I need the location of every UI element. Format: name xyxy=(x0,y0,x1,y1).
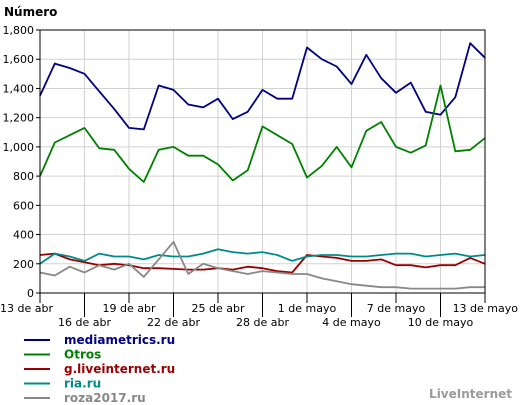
x-tick-label: 7 de mayo xyxy=(367,302,426,315)
series-line-roza2017-ru xyxy=(39,240,485,290)
y-tick-label: 0 xyxy=(27,287,34,300)
x-tick-label: 19 de abr xyxy=(103,302,156,315)
series-lines xyxy=(39,42,486,290)
series-line-ria-ru xyxy=(39,248,486,265)
brand-label: LiveInternet xyxy=(429,387,512,401)
x-tick-label: 4 de mayo xyxy=(322,316,381,329)
y-tick-label: 1,000 xyxy=(3,141,35,154)
y-tick-label: 1,600 xyxy=(3,53,35,66)
y-tick-label: 1,400 xyxy=(3,82,35,95)
y-tick-label: 200 xyxy=(13,258,34,271)
plot-frame xyxy=(39,29,486,294)
y-tick-label: 800 xyxy=(13,170,34,183)
legend-label: g.liveinternet.ru xyxy=(64,362,175,376)
y-tick-label: 1,200 xyxy=(3,112,35,125)
legend: mediametrics.ruOtrosg.liveinternet.ruria… xyxy=(24,333,175,405)
y-axis-ticks: 0 200 400 600 800 1,000 1,200 1,400 1,600 1,800 xyxy=(3,24,40,300)
series-line-g-liveinternet-ru xyxy=(39,252,486,274)
legend-label: ria.ru xyxy=(64,377,101,391)
x-tick-label: 25 de abr xyxy=(192,302,245,315)
legend-label: Otros xyxy=(64,348,101,362)
x-tick-label: 22 de abr xyxy=(147,316,200,329)
grid xyxy=(40,30,485,293)
series-line-otros xyxy=(39,84,486,183)
y-axis-title: Número xyxy=(4,5,57,19)
x-tick-label: 13 de mayo xyxy=(453,302,519,315)
x-tick-label: 13 de abr xyxy=(0,302,53,315)
series-line-mediametrics-ru xyxy=(39,42,486,131)
legend-label: roza2017.ru xyxy=(64,391,146,405)
x-tick-label: 1 de mayo xyxy=(278,302,337,315)
x-tick-label: 28 de abr xyxy=(236,316,289,329)
legend-label: mediametrics.ru xyxy=(64,333,175,347)
y-tick-label: 400 xyxy=(13,229,34,242)
x-tick-label: 16 de abr xyxy=(58,316,111,329)
y-tick-label: 1,800 xyxy=(3,24,35,37)
x-tick-label: 10 de mayo xyxy=(408,316,474,329)
y-tick-label: 600 xyxy=(13,199,34,212)
